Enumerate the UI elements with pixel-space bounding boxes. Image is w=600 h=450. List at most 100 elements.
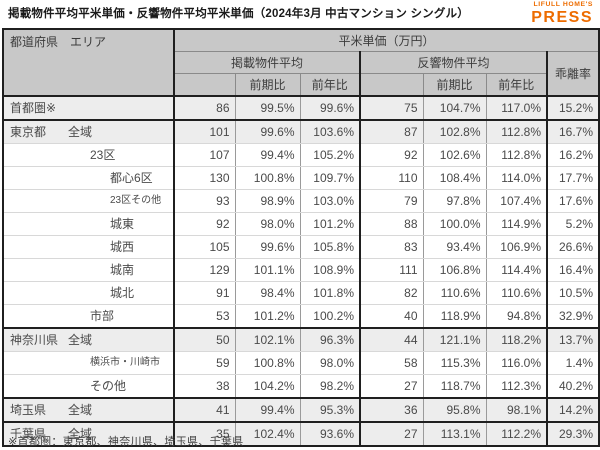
cell-region-label: 城北 [3, 281, 175, 305]
table-row-tokyo-all: 東京都 全域 101 99.6% 103.6% 87 102.8% 112.8% … [3, 119, 600, 144]
cell-listed-yoy: 99.6% [300, 96, 361, 121]
cell-listed-avg: 105 [174, 235, 236, 259]
cell-listed-avg: 93 [174, 189, 236, 213]
cell-deviation: 16.7% [547, 119, 600, 144]
cell-deviation: 16.2% [547, 143, 600, 167]
table-row-23ku-other: 23区その他 93 98.9% 103.0% 79 97.8% 107.4% 1… [3, 189, 600, 213]
logo-brand-text: LIFULL HOME'S [533, 1, 593, 8]
cell-listed-avg: 129 [174, 258, 236, 282]
cell-response-avg: 82 [360, 281, 424, 305]
cell-listed-yoy: 109.7% [300, 166, 361, 190]
unit-price-group-header: 平米単価（万円） [173, 28, 600, 52]
cell-deviation: 40.2% [547, 374, 600, 399]
cell-listed-yoy: 105.8% [300, 235, 361, 259]
response-avg-value-header [359, 73, 424, 97]
cell-deviation: 1.4% [547, 351, 600, 375]
cell-response-avg: 36 [360, 397, 424, 423]
cell-listed-qoq: 104.2% [235, 374, 301, 399]
cell-response-yoy: 117.0% [486, 96, 548, 121]
cell-response-qoq: 118.7% [423, 374, 487, 399]
cell-deviation: 29.3% [547, 421, 600, 447]
cell-response-yoy: 114.9% [486, 212, 548, 236]
cell-listed-qoq: 99.4% [235, 143, 301, 167]
cell-region-label: 城南 [3, 258, 175, 282]
cell-listed-qoq: 99.6% [235, 235, 301, 259]
cell-listed-yoy: 105.2% [300, 143, 361, 167]
price-per-sqm-table: 都道府県 エリア 平米単価（万円） 掲載物件平均 反響物件平均 乖離率 前期比 … [2, 28, 600, 447]
cell-response-yoy: 114.4% [486, 258, 548, 282]
cell-response-qoq: 100.0% [423, 212, 487, 236]
cell-listed-qoq: 99.5% [235, 96, 301, 121]
cell-response-yoy: 94.8% [486, 304, 548, 329]
cell-listed-avg: 92 [174, 212, 236, 236]
cell-deviation: 32.9% [547, 304, 600, 329]
cell-response-qoq: 104.7% [423, 96, 487, 121]
table-row-chiba-all: 千葉県 全域 35 102.4% 93.6% 27 113.1% 112.2% 2… [3, 421, 600, 447]
cell-listed-qoq: 100.8% [235, 166, 301, 190]
cell-listed-yoy: 98.2% [300, 374, 361, 399]
cell-region-label: 23区 [3, 143, 175, 167]
cell-response-avg: 40 [360, 304, 424, 329]
listed-yoy-header: 前年比 [299, 73, 361, 97]
cell-response-avg: 58 [360, 351, 424, 375]
cell-response-qoq: 95.8% [423, 397, 487, 423]
cell-region-label: 神奈川県 全域 [3, 327, 175, 352]
cell-deviation: 16.4% [547, 258, 600, 282]
cell-listed-avg: 41 [174, 397, 236, 423]
listed-avg-value-header [173, 73, 236, 97]
cell-listed-yoy: 96.3% [300, 327, 361, 352]
cell-listed-qoq: 98.4% [235, 281, 301, 305]
cell-response-avg: 111 [360, 258, 424, 282]
table-row-saitama-all: 埼玉県 全域 41 99.4% 95.3% 36 95.8% 98.1% 14.2… [3, 397, 600, 423]
cell-listed-avg: 91 [174, 281, 236, 305]
header-row-2: 掲載物件平均 反響物件平均 乖離率 [3, 51, 600, 97]
cell-listed-avg: 38 [174, 374, 236, 399]
cell-region-label: 首都圏※ [3, 96, 175, 121]
cell-listed-qoq: 102.1% [235, 327, 301, 352]
cell-response-yoy: 110.6% [486, 281, 548, 305]
cell-response-qoq: 106.8% [423, 258, 487, 282]
cell-deviation: 13.7% [547, 327, 600, 352]
table-row-josei: 城西 105 99.6% 105.8% 83 93.4% 106.9% 26.6… [3, 235, 600, 259]
cell-deviation: 17.6% [547, 189, 600, 213]
cell-response-yoy: 116.0% [486, 351, 548, 375]
table-row-shibu: 市部 53 101.2% 100.2% 40 118.9% 94.8% 32.9… [3, 304, 600, 329]
cell-response-qoq: 115.3% [423, 351, 487, 375]
region-column-header: 都道府県 エリア [2, 28, 175, 97]
cell-response-avg: 44 [360, 327, 424, 352]
cell-listed-qoq: 101.1% [235, 258, 301, 282]
cell-listed-qoq: 99.4% [235, 397, 301, 423]
cell-response-avg: 79 [360, 189, 424, 213]
cell-listed-yoy: 101.8% [300, 281, 361, 305]
cell-response-yoy: 112.8% [486, 143, 548, 167]
cell-listed-qoq: 98.0% [235, 212, 301, 236]
cell-listed-avg: 50 [174, 327, 236, 352]
table-row-kanagawa-other: その他 38 104.2% 98.2% 27 118.7% 112.3% 40.… [3, 374, 600, 399]
cell-response-yoy: 112.3% [486, 374, 548, 399]
cell-response-yoy: 118.2% [486, 327, 548, 352]
deviation-rate-header: 乖離率 [546, 51, 600, 97]
header-row-1: 都道府県 エリア 平米単価（万円） [2, 28, 600, 97]
cell-deviation: 17.7% [547, 166, 600, 190]
cell-response-yoy: 112.2% [486, 421, 548, 447]
cell-response-qoq: 121.1% [423, 327, 487, 352]
cell-response-avg: 88 [360, 212, 424, 236]
cell-listed-avg: 53 [174, 304, 236, 329]
table-row-kanagawa-all: 神奈川県 全域 50 102.1% 96.3% 44 121.1% 118.2% … [3, 327, 600, 352]
cell-response-qoq: 93.4% [423, 235, 487, 259]
response-qoq-header: 前期比 [422, 73, 487, 97]
table-row-shutoken: 首都圏※ 86 99.5% 99.6% 75 104.7% 117.0% 15.… [3, 96, 600, 121]
cell-response-yoy: 106.9% [486, 235, 548, 259]
cell-region-label: その他 [3, 374, 175, 399]
cell-region-label: 横浜市・川崎市 [3, 351, 175, 375]
cell-response-qoq: 97.8% [423, 189, 487, 213]
cell-response-yoy: 98.1% [486, 397, 548, 423]
cell-response-avg: 110 [360, 166, 424, 190]
response-yoy-header: 前年比 [485, 73, 548, 97]
cell-response-yoy: 112.8% [486, 119, 548, 144]
listed-avg-group-header: 掲載物件平均 [173, 51, 361, 74]
cell-response-avg: 27 [360, 374, 424, 399]
table-row-23ku: 23区 107 99.4% 105.2% 92 102.6% 112.8% 16… [3, 143, 600, 167]
cell-deviation: 15.2% [547, 96, 600, 121]
cell-listed-yoy: 100.2% [300, 304, 361, 329]
